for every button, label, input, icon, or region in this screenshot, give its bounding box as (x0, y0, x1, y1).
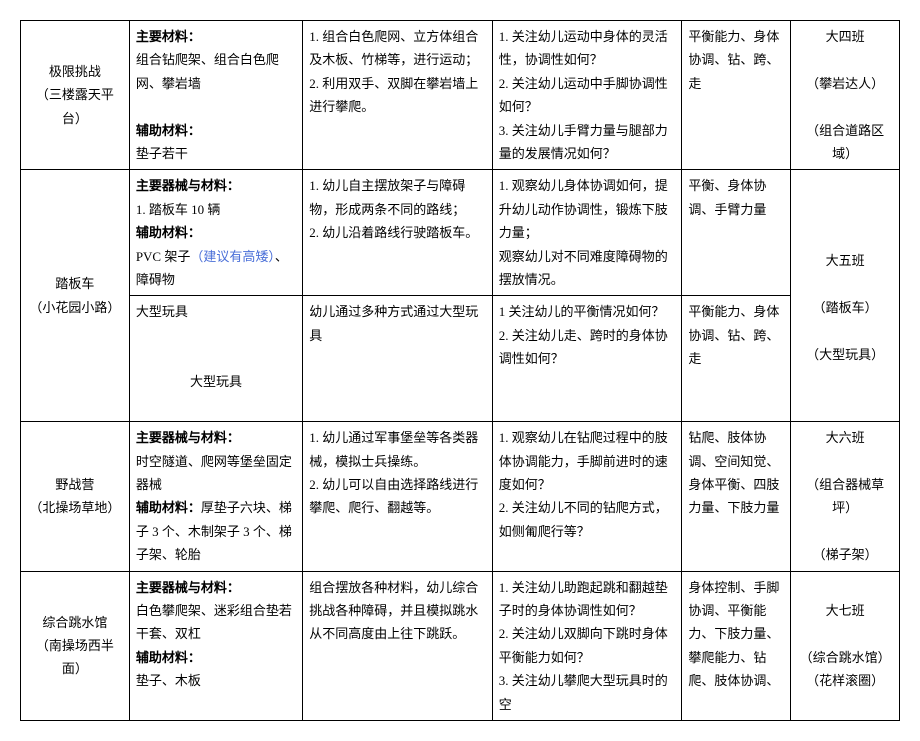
materials: 主要器械与材料： 时空隧道、爬网等堡垒固定器械 辅助材料：厚垫子六块、梯子 3 … (129, 422, 302, 571)
skills: 身体控制、手脚协调、平衡能力、下肢力量、攀爬能力、钻爬、肢体协调、 (682, 571, 791, 720)
name-line: 野战营 (27, 473, 123, 496)
materials: 主要材料： 组合钻爬架、组合白色爬网、攀岩墙 辅助材料： 垫子若干 (129, 21, 302, 170)
focus-item: 1 关注幼儿的平衡情况如何？ (499, 300, 676, 323)
name-line: （南操场西半面） (27, 634, 123, 681)
name-line: 极限挑战 (27, 60, 123, 83)
focus-item: 1. 关注幼儿运动中身体的灵活性，协调性如何？ (499, 25, 676, 72)
skills: 钻爬、肢体协调、空间知觉、身体平衡、四肢力量、下肢力量 (682, 422, 791, 571)
mat-main-heading: 主要器械与材料： (136, 174, 296, 197)
name-line: （北操场草地） (27, 496, 123, 519)
mat-aux-heading: 辅助材料： (136, 500, 201, 515)
activity-name: 踏板车 （小花园小路） (21, 170, 130, 422)
focus-item: 1. 观察幼儿身体协调如何，提升幼儿动作协调性，锻炼下肢力量； (499, 174, 676, 244)
method-item: 组合摆放各种材料，幼儿综合挑战各种障碍，并且模拟跳水从不同高度由上往下跳跃。 (309, 576, 486, 646)
mat-aux: 垫子若干 (136, 142, 296, 165)
mat-main-heading: 主要器械与材料： (136, 426, 296, 449)
skills: 平衡、身体协调、手臂力量 (682, 170, 791, 296)
name-line: 大型玩具 (136, 370, 296, 393)
skill-text: 身体控制、手脚协调、平衡能力、下肢力量、攀爬能力、钻爬、肢体协调、 (688, 576, 784, 693)
class-line: （综合跳水馆）（花样滚圈） (797, 646, 893, 693)
focus-item: 观察幼儿对不同难度障碍物的摆放情况。 (499, 245, 676, 292)
activity-name: 野战营 （北操场草地） (21, 422, 130, 571)
method-item: 2. 幼儿可以自由选择路线进行攀爬、爬行、翻越等。 (309, 473, 486, 520)
methods: 幼儿通过多种方式通过大型玩具 (303, 296, 493, 422)
method-item: 2. 幼儿沿着路线行驶踏板车。 (309, 221, 486, 244)
mat-aux-pre: PVC 架子 (136, 249, 191, 264)
class-line: （攀岩达人） (797, 72, 893, 95)
method-item: 1. 幼儿通过军事堡垒等各类器械，模拟士兵操练。 (309, 426, 486, 473)
focus-item: 3. 关注幼儿手臂力量与腿部力量的发展情况如何？ (499, 119, 676, 166)
materials: 大型玩具 大型玩具 (129, 296, 302, 422)
method-item: 2. 利用双手、双脚在攀岩墙上进行攀爬。 (309, 72, 486, 119)
class-info: 大七班 （综合跳水馆）（花样滚圈） (791, 571, 900, 720)
class-line: （踏板车） (797, 296, 893, 319)
mat-aux-heading: 辅助材料： (136, 119, 296, 142)
mat-main: 组合钻爬架、组合白色爬网、攀岩墙 (136, 48, 296, 95)
mat-main: 大型玩具 (136, 300, 296, 323)
focus: 1. 关注幼儿运动中身体的灵活性，协调性如何？ 2. 关注幼儿运动中手脚协调性如… (492, 21, 682, 170)
activity-name: 综合跳水馆 （南操场西半面） (21, 571, 130, 720)
activity-name: 极限挑战 （三楼露天平台） (21, 21, 130, 170)
class-line: （组合道路区域） (797, 119, 893, 166)
mat-main-heading: 主要材料： (136, 25, 296, 48)
method-item: 1. 组合白色爬网、立方体组合及木板、竹梯等，进行运动； (309, 25, 486, 72)
skill-text: 平衡能力、身体协调、钻、跨、走 (688, 300, 784, 370)
mat-aux: 垫子、木板 (136, 669, 296, 692)
mat-main: 1. 踏板车 10 辆 (136, 198, 296, 221)
focus: 1. 观察幼儿身体协调如何，提升幼儿动作协调性，锻炼下肢力量； 观察幼儿对不同难… (492, 170, 682, 296)
methods: 1. 幼儿自主摆放架子与障碍物，形成两条不同的路线； 2. 幼儿沿着路线行驶踏板… (303, 170, 493, 296)
class-info: 大五班 （踏板车） （大型玩具） (791, 170, 900, 422)
table-row: 极限挑战 （三楼露天平台） 主要材料： 组合钻爬架、组合白色爬网、攀岩墙 辅助材… (21, 21, 900, 170)
focus-item: 1. 观察幼儿在钻爬过程中的肢体协调能力，手脚前进时的速度如何？ (499, 426, 676, 496)
mat-main-heading: 主要器械与材料： (136, 576, 296, 599)
methods: 1. 组合白色爬网、立方体组合及木板、竹梯等，进行运动； 2. 利用双手、双脚在… (303, 21, 493, 170)
class-line: （梯子架） (797, 543, 893, 566)
skill-text: 平衡能力、身体协调、钻、跨、走 (688, 25, 784, 95)
skill-text: 钻爬、肢体协调、空间知觉、身体平衡、四肢力量、下肢力量 (688, 426, 784, 520)
methods: 1. 幼儿通过军事堡垒等各类器械，模拟士兵操练。 2. 幼儿可以自由选择路线进行… (303, 422, 493, 571)
mat-main: 时空隧道、爬网等堡垒固定器械 (136, 450, 296, 497)
class-line: （大型玩具） (797, 343, 893, 366)
focus: 1. 观察幼儿在钻爬过程中的肢体协调能力，手脚前进时的速度如何？ 2. 关注幼儿… (492, 422, 682, 571)
class-info: 大四班 （攀岩达人） （组合道路区域） (791, 21, 900, 170)
materials: 主要器械与材料： 1. 踏板车 10 辆 辅助材料： PVC 架子（建议有高矮）… (129, 170, 302, 296)
activity-table: 极限挑战 （三楼露天平台） 主要材料： 组合钻爬架、组合白色爬网、攀岩墙 辅助材… (20, 20, 900, 721)
mat-main: 白色攀爬架、迷彩组合垫若干套、双杠 (136, 599, 296, 646)
mat-aux-heading: 辅助材料： (136, 646, 296, 669)
class-line: 大七班 (797, 599, 893, 622)
methods: 组合摆放各种材料，幼儿综合挑战各种障碍，并且模拟跳水从不同高度由上往下跳跃。 (303, 571, 493, 720)
class-line: 大四班 (797, 25, 893, 48)
focus-item: 1. 关注幼儿助跑起跳和翻越垫子时的身体协调性如何？ (499, 576, 676, 623)
table-row: 野战营 （北操场草地） 主要器械与材料： 时空隧道、爬网等堡垒固定器械 辅助材料… (21, 422, 900, 571)
table-row: 踏板车 （小花园小路） 主要器械与材料： 1. 踏板车 10 辆 辅助材料： P… (21, 170, 900, 296)
class-line: （组合器械草坪） (797, 473, 893, 520)
materials: 主要器械与材料： 白色攀爬架、迷彩组合垫若干套、双杠 辅助材料： 垫子、木板 (129, 571, 302, 720)
mat-aux-heading: 辅助材料： (136, 221, 296, 244)
focus: 1 关注幼儿的平衡情况如何？ 2. 关注幼儿走、跨时的身体协调性如何？ (492, 296, 682, 422)
mat-aux-hint: （建议有高矮） (190, 249, 275, 264)
focus-item: 3. 关注幼儿攀爬大型玩具时的空 (499, 669, 676, 716)
focus: 1. 关注幼儿助跑起跳和翻越垫子时的身体协调性如何？ 2. 关注幼儿双脚向下跳时… (492, 571, 682, 720)
method-item: 幼儿通过多种方式通过大型玩具 (309, 300, 486, 347)
table-row: 综合跳水馆 （南操场西半面） 主要器械与材料： 白色攀爬架、迷彩组合垫若干套、双… (21, 571, 900, 720)
class-line: 大五班 (797, 249, 893, 272)
class-line: 大六班 (797, 426, 893, 449)
table-row: 大型玩具 大型玩具 幼儿通过多种方式通过大型玩具 1 关注幼儿的平衡情况如何？ … (21, 296, 900, 422)
class-info: 大六班 （组合器械草坪） （梯子架） (791, 422, 900, 571)
name-line: （三楼露天平台） (27, 83, 123, 130)
focus-item: 2. 关注幼儿双脚向下跳时身体平衡能力如何？ (499, 622, 676, 669)
skill-text: 平衡、身体协调、手臂力量 (688, 174, 784, 221)
focus-item: 2. 关注幼儿走、跨时的身体协调性如何？ (499, 324, 676, 371)
name-line: （小花园小路） (27, 296, 123, 319)
skills: 平衡能力、身体协调、钻、跨、走 (682, 21, 791, 170)
name-line: 综合跳水馆 (27, 611, 123, 634)
skills: 平衡能力、身体协调、钻、跨、走 (682, 296, 791, 422)
focus-item: 2. 关注幼儿不同的钻爬方式，如侧匍爬行等？ (499, 496, 676, 543)
method-item: 1. 幼儿自主摆放架子与障碍物，形成两条不同的路线； (309, 174, 486, 221)
name-line: 踏板车 (27, 272, 123, 295)
focus-item: 2. 关注幼儿运动中手脚协调性如何？ (499, 72, 676, 119)
